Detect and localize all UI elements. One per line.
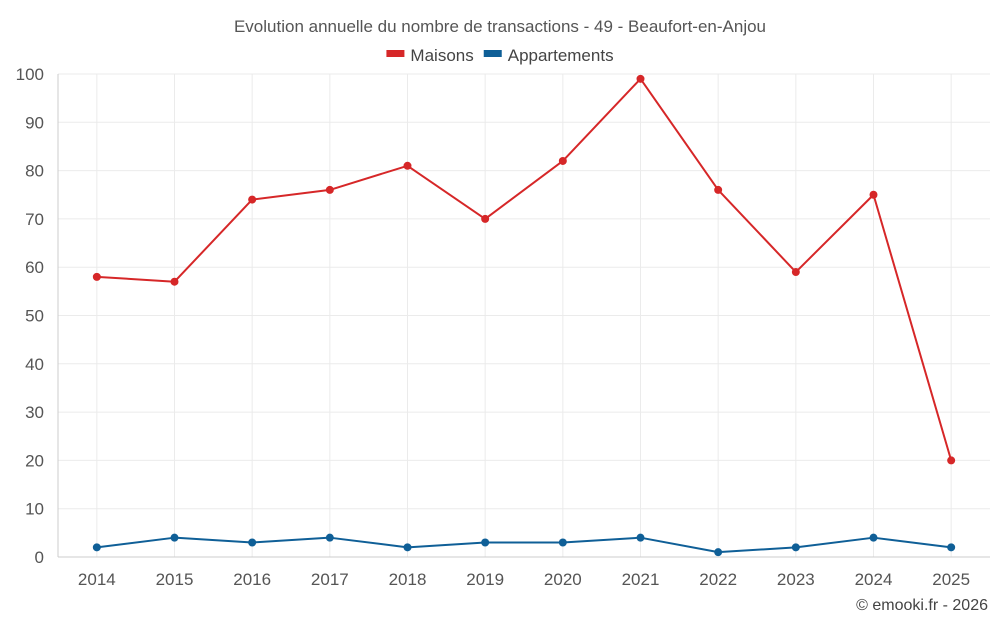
data-point[interactable] xyxy=(92,543,101,552)
data-point[interactable] xyxy=(325,185,334,194)
y-tick-label: 100 xyxy=(16,65,44,84)
x-tick-label: 2017 xyxy=(311,570,349,589)
y-tick-label: 50 xyxy=(25,307,44,326)
y-tick-label: 40 xyxy=(25,355,44,374)
y-tick-label: 70 xyxy=(25,210,44,229)
x-tick-label: 2015 xyxy=(156,570,194,589)
chart-title: Evolution annuelle du nombre de transact… xyxy=(234,17,766,36)
data-point[interactable] xyxy=(170,277,179,286)
y-tick-label: 20 xyxy=(25,451,44,470)
legend: Maisons Appartements xyxy=(386,46,614,65)
data-point[interactable] xyxy=(869,190,878,199)
data-point[interactable] xyxy=(403,543,412,552)
y-tick-label: 10 xyxy=(25,500,44,519)
x-tick-label: 2022 xyxy=(699,570,737,589)
credit-text: © emooki.fr - 2026 xyxy=(856,597,988,614)
series-line xyxy=(96,536,952,554)
data-point[interactable] xyxy=(248,195,257,204)
x-tick-label: 2016 xyxy=(233,570,271,589)
data-point[interactable] xyxy=(636,74,645,83)
x-tick-label: 2020 xyxy=(544,570,582,589)
y-tick-label: 80 xyxy=(25,162,44,181)
x-tick-label: 2021 xyxy=(622,570,660,589)
data-point[interactable] xyxy=(947,543,956,552)
y-tick-label: 90 xyxy=(25,113,44,132)
legend-label: Appartements xyxy=(508,46,614,65)
data-point[interactable] xyxy=(714,185,723,194)
data-point[interactable] xyxy=(947,456,956,465)
series-appartements xyxy=(92,533,956,557)
data-point[interactable] xyxy=(714,548,723,557)
data-point[interactable] xyxy=(791,543,800,552)
data-point[interactable] xyxy=(558,538,567,547)
series-layer xyxy=(92,74,956,557)
grid xyxy=(58,73,990,557)
data-point[interactable] xyxy=(403,161,412,170)
y-tick-label: 0 xyxy=(35,548,44,567)
x-tick-label: 2023 xyxy=(777,570,815,589)
data-point[interactable] xyxy=(636,533,645,542)
y-tick-label: 30 xyxy=(25,403,44,422)
legend-label: Maisons xyxy=(410,46,473,65)
data-point[interactable] xyxy=(248,538,257,547)
series-line xyxy=(96,77,953,461)
x-tick-label: 2024 xyxy=(855,570,893,589)
data-point[interactable] xyxy=(325,533,334,542)
x-tick-label: 2014 xyxy=(78,570,116,589)
x-tick-label: 2018 xyxy=(389,570,427,589)
data-point[interactable] xyxy=(481,538,490,547)
legend-item-appartements[interactable]: Appartements xyxy=(483,46,614,65)
legend-swatch xyxy=(483,50,502,57)
data-point[interactable] xyxy=(170,533,179,542)
series-maisons xyxy=(92,74,956,465)
axes: 0 10 20 30 40 50 60 70 80 90 100 2014 2015 2016 2017 20… xyxy=(16,65,990,589)
data-point[interactable] xyxy=(558,156,567,165)
legend-item-maisons[interactable]: Maisons xyxy=(386,46,474,65)
x-tick-label: 2019 xyxy=(466,570,504,589)
legend-swatch xyxy=(386,50,405,57)
data-point[interactable] xyxy=(791,268,800,277)
x-tick-label: 2025 xyxy=(932,570,970,589)
data-point[interactable] xyxy=(481,214,490,223)
data-point[interactable] xyxy=(92,272,101,281)
data-point[interactable] xyxy=(869,533,878,542)
y-tick-label: 60 xyxy=(25,258,44,277)
